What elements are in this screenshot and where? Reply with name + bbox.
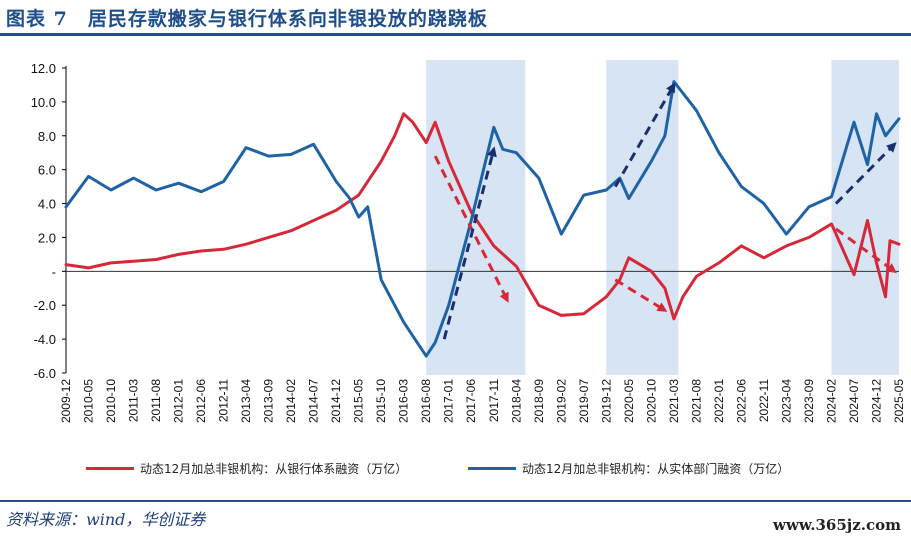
x-tick-label: 2018-04 <box>509 379 523 423</box>
legend-label-entity: 动态12月加总非银机构：从实体部门融资（万亿） <box>522 461 790 476</box>
x-tick-label: 2014-02 <box>284 379 298 423</box>
x-tick-label: 2013-09 <box>262 379 276 423</box>
shaded-period-2 <box>606 60 679 375</box>
x-tick-label: 2015-05 <box>352 379 366 423</box>
series-line-bank <box>64 112 901 321</box>
chart-canvas: 12.0 10.0 8.0 6.0 4.0 2.0 - -2.0 -4.0 -6.02009-12… <box>31 60 906 423</box>
x-tick-label: 2024-07 <box>847 379 861 423</box>
source-note: 资料来源：wind，华创证券 <box>6 510 206 529</box>
x-tick-label: 2022-11 <box>757 379 771 422</box>
x-tick-label: 2022-01 <box>712 379 726 423</box>
x-tick-label: 2018-09 <box>532 379 546 423</box>
x-tick-label: 2019-12 <box>599 379 613 423</box>
title-bar: 图表 7 居民存款搬家与银行体系向非银投放的跷跷板 <box>0 0 911 36</box>
x-tick-label: 2009-12 <box>59 379 73 423</box>
y-tick-label: 10.0 <box>31 95 56 110</box>
legend-swatch-blue <box>468 466 516 470</box>
series-lines <box>64 80 901 358</box>
legend-swatch-red <box>86 466 134 470</box>
legend-item-bank: 动态12月加总非银机构：从银行体系融资（万亿） <box>86 458 407 478</box>
y-tick-label: 12.0 <box>31 61 56 76</box>
x-tick-label: 2014-12 <box>329 379 343 423</box>
x-tick-label: 2011-08 <box>149 379 163 422</box>
bottom-divider <box>0 500 911 502</box>
x-tick-label: 2019-07 <box>577 379 591 423</box>
tick-labels: 12.0 10.0 8.0 6.0 4.0 2.0 - -2.0 -4.0 -6.02009-12… <box>31 61 906 423</box>
x-tick-label: 2011-03 <box>127 379 141 422</box>
red-trend-arrow-5 <box>835 227 897 274</box>
figure-title: 图表 7 居民存款搬家与银行体系向非银投放的跷跷板 <box>6 8 488 30</box>
x-tick-label: 2025-05 <box>892 379 906 423</box>
x-tick-label: 2017-01 <box>442 379 456 423</box>
x-tick-label: 2017-11 <box>487 379 501 422</box>
x-tick-label: 2010-05 <box>82 379 96 423</box>
red-trend-arrow-3 <box>614 278 668 312</box>
x-tick-label: 2024-02 <box>824 379 838 423</box>
navy-trend-arrow-4 <box>614 82 676 188</box>
x-tick-label: 2010-10 <box>104 379 118 423</box>
x-tick-label: 2020-10 <box>644 379 658 423</box>
trend-arrows <box>433 82 897 340</box>
axes <box>62 66 899 374</box>
shaded-period-3 <box>831 60 899 375</box>
legend-item-entity: 动态12月加总非银机构：从实体部门融资（万亿） <box>468 458 789 478</box>
navy-trend-arrow-2 <box>442 146 497 340</box>
y-tick-label: 8.0 <box>38 129 56 144</box>
x-tick-label: 2016-08 <box>419 379 433 423</box>
y-tick-label: -6.0 <box>34 366 56 381</box>
x-tick-label: 2012-11 <box>217 379 231 422</box>
y-tick-label: - <box>52 264 56 279</box>
x-tick-label: 2019-02 <box>554 379 568 423</box>
x-tick-label: 2020-05 <box>622 379 636 423</box>
x-tick-label: 2012-06 <box>194 379 208 423</box>
y-tick-label: -2.0 <box>34 298 56 313</box>
x-tick-label: 2024-12 <box>869 379 883 423</box>
y-tick-label: 4.0 <box>38 197 56 212</box>
x-tick-label: 2013-04 <box>239 379 253 423</box>
legend-label-bank: 动态12月加总非银机构：从银行体系融资（万亿） <box>140 461 408 476</box>
series-line-entity <box>64 80 901 358</box>
shaded-periods <box>426 60 899 375</box>
red-trend-arrow-1 <box>433 155 509 303</box>
x-tick-label: 2014-07 <box>307 379 321 423</box>
x-tick-label: 2023-09 <box>802 379 816 423</box>
x-tick-label: 2022-06 <box>734 379 748 423</box>
y-tick-label: -4.0 <box>34 332 56 347</box>
y-tick-label: 6.0 <box>38 163 56 178</box>
x-tick-label: 2012-01 <box>172 379 186 423</box>
x-tick-label: 2017-06 <box>464 379 478 423</box>
y-tick-label: 2.0 <box>38 230 56 245</box>
x-tick-label: 2016-03 <box>397 379 411 423</box>
watermark: www.365jz.com <box>773 516 901 534</box>
x-tick-label: 2023-04 <box>779 379 793 423</box>
x-tick-label: 2015-10 <box>374 379 388 423</box>
x-tick-label: 2021-08 <box>689 379 703 423</box>
x-tick-label: 2021-03 <box>667 379 681 423</box>
title-divider <box>0 33 911 36</box>
